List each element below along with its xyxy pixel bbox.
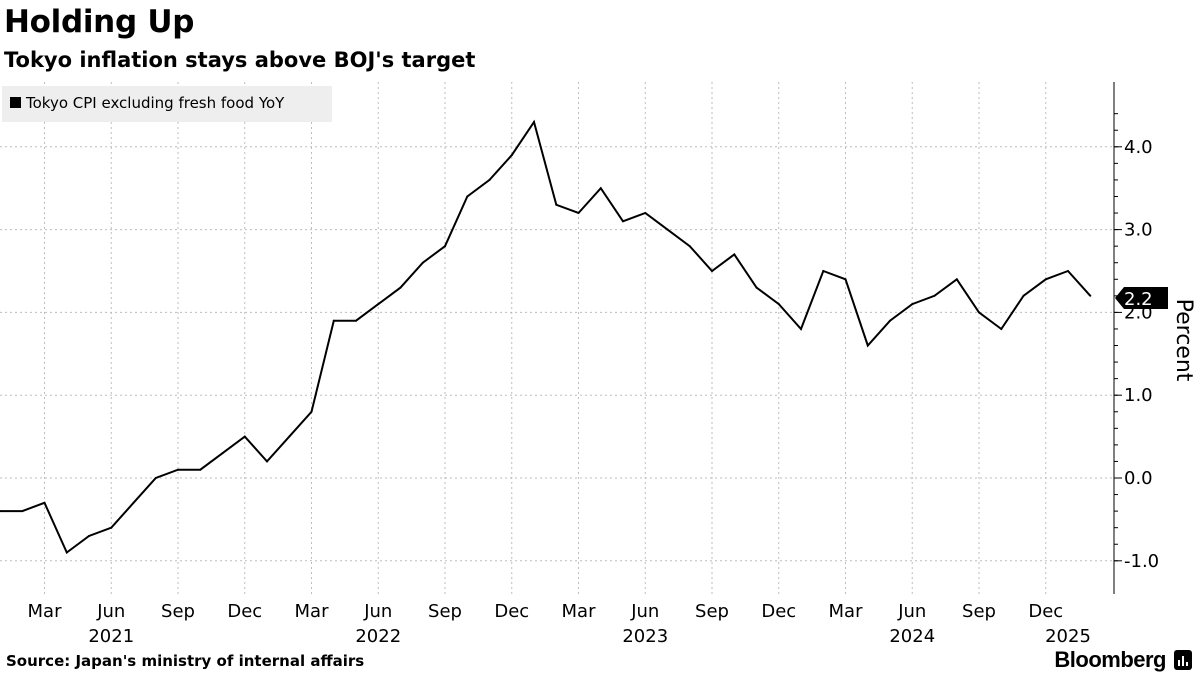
x-year-label: 2023 bbox=[622, 626, 668, 647]
legend-label: Tokyo CPI excluding fresh food YoY bbox=[25, 94, 285, 112]
y-tick-label: 3.0 bbox=[1124, 220, 1153, 241]
x-tick-label: Mar bbox=[829, 601, 864, 622]
data-point bbox=[533, 121, 535, 123]
data-point bbox=[399, 286, 402, 289]
data-point bbox=[132, 501, 135, 504]
data-point bbox=[599, 187, 602, 190]
data-point bbox=[421, 261, 424, 264]
data-point bbox=[43, 501, 46, 504]
x-tick-label: Sep bbox=[428, 601, 462, 622]
data-point bbox=[955, 278, 958, 281]
data-point bbox=[822, 270, 825, 272]
data-point bbox=[332, 319, 335, 322]
y-tick-label: -1.0 bbox=[1124, 551, 1159, 572]
data-point bbox=[933, 294, 936, 297]
data-point bbox=[577, 212, 580, 214]
series-line bbox=[0, 119, 1092, 555]
data-point bbox=[154, 477, 157, 479]
y-axis-title: Percent bbox=[1171, 299, 1196, 382]
data-point bbox=[755, 286, 758, 289]
bloomberg-logo: Bloomberg bbox=[1054, 647, 1166, 672]
x-tick-label: Sep bbox=[695, 601, 729, 622]
x-tick-label: Dec bbox=[227, 601, 262, 622]
data-point bbox=[777, 303, 780, 306]
x-year-label: 2022 bbox=[355, 626, 401, 647]
x-year-label: 2024 bbox=[889, 626, 935, 647]
data-point bbox=[666, 228, 669, 231]
data-point bbox=[0, 510, 1, 513]
data-point bbox=[688, 245, 691, 248]
x-year-label: 2025 bbox=[1045, 626, 1091, 647]
x-tick-label: Sep bbox=[161, 601, 195, 622]
chart-title: Holding Up bbox=[4, 4, 195, 40]
series bbox=[0, 119, 1092, 555]
data-point bbox=[444, 245, 446, 248]
data-point bbox=[1022, 294, 1025, 297]
x-tick-label: Mar bbox=[295, 601, 330, 622]
data-point bbox=[65, 551, 68, 554]
data-point bbox=[288, 435, 291, 438]
data-point bbox=[177, 468, 179, 471]
data-point bbox=[1000, 328, 1003, 330]
data-point bbox=[622, 220, 624, 223]
y-tick-label: 1.0 bbox=[1124, 385, 1153, 406]
data-point bbox=[243, 435, 246, 438]
data-point bbox=[377, 303, 380, 306]
data-point bbox=[510, 154, 513, 157]
data-point bbox=[644, 212, 647, 214]
legend-background bbox=[2, 86, 332, 122]
chart-subtitle: Tokyo inflation stays above BOJ's target bbox=[4, 48, 476, 72]
data-point bbox=[866, 344, 869, 347]
x-axis: Mar Jun Sep Dec Mar Jun Sep Dec Mar Jun Sep Dec Mar J… bbox=[28, 601, 1091, 647]
last-value-marker: 2.2 bbox=[1115, 287, 1168, 310]
data-point bbox=[310, 410, 313, 413]
data-point bbox=[355, 319, 357, 322]
x-tick-label: Mar bbox=[562, 601, 597, 622]
x-tick-label: Mar bbox=[28, 601, 63, 622]
last-value-flag bbox=[1115, 287, 1168, 309]
y-axis: -1.00.01.02.03.04.0 bbox=[1113, 82, 1159, 594]
data-point bbox=[266, 460, 268, 463]
x-tick-label: Jun bbox=[363, 601, 392, 622]
bloomberg-chart-icon bbox=[1174, 650, 1192, 670]
data-point bbox=[800, 328, 802, 330]
legend: Tokyo CPI excluding fresh food YoY bbox=[2, 86, 332, 122]
data-point bbox=[978, 311, 980, 314]
data-point bbox=[555, 203, 558, 206]
x-tick-label: Jun bbox=[96, 601, 125, 622]
data-point bbox=[466, 195, 469, 198]
data-point bbox=[221, 452, 224, 455]
y-tick-label: 4.0 bbox=[1124, 137, 1153, 158]
x-tick-label: Dec bbox=[494, 601, 529, 622]
data-point bbox=[110, 526, 113, 529]
x-tick-label: Dec bbox=[1028, 601, 1063, 622]
x-tick-label: Sep bbox=[962, 601, 996, 622]
data-point bbox=[488, 178, 491, 181]
x-tick-label: Jun bbox=[897, 601, 926, 622]
last-value-label: 2.2 bbox=[1124, 289, 1153, 310]
data-point bbox=[733, 253, 736, 256]
data-point bbox=[199, 468, 202, 471]
data-point bbox=[1089, 294, 1092, 297]
data-point bbox=[911, 303, 914, 306]
x-tick-label: Dec bbox=[761, 601, 796, 622]
data-point bbox=[844, 278, 847, 281]
data-point bbox=[1044, 278, 1047, 281]
data-point bbox=[21, 510, 24, 513]
data-point bbox=[1067, 270, 1069, 272]
grid bbox=[0, 82, 1114, 594]
data-point bbox=[711, 270, 713, 272]
source-note: Source: Japan's ministry of internal aff… bbox=[6, 652, 365, 670]
x-tick-label: Jun bbox=[630, 601, 659, 622]
x-year-label: 2021 bbox=[88, 626, 134, 647]
data-point bbox=[889, 319, 891, 322]
data-point bbox=[88, 535, 90, 537]
y-tick-label: 0.0 bbox=[1124, 468, 1153, 489]
legend-swatch bbox=[10, 97, 21, 108]
